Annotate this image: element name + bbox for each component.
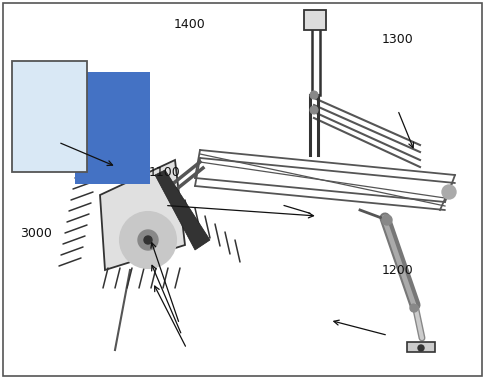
FancyBboxPatch shape [406, 342, 434, 352]
Polygon shape [100, 160, 184, 270]
Text: 3000: 3000 [20, 227, 52, 240]
Circle shape [409, 304, 417, 312]
Text: 1200: 1200 [381, 265, 413, 277]
Text: 1400: 1400 [173, 18, 205, 31]
Circle shape [144, 236, 151, 244]
Circle shape [441, 185, 455, 199]
Polygon shape [155, 170, 210, 250]
Circle shape [417, 345, 423, 351]
Circle shape [381, 215, 391, 225]
Text: 1300: 1300 [381, 33, 413, 46]
FancyBboxPatch shape [12, 61, 87, 172]
FancyBboxPatch shape [75, 72, 150, 184]
Circle shape [120, 212, 176, 268]
Circle shape [138, 230, 158, 250]
Text: 1100: 1100 [149, 166, 181, 179]
FancyBboxPatch shape [303, 10, 325, 30]
Circle shape [309, 106, 318, 114]
Circle shape [309, 91, 318, 99]
